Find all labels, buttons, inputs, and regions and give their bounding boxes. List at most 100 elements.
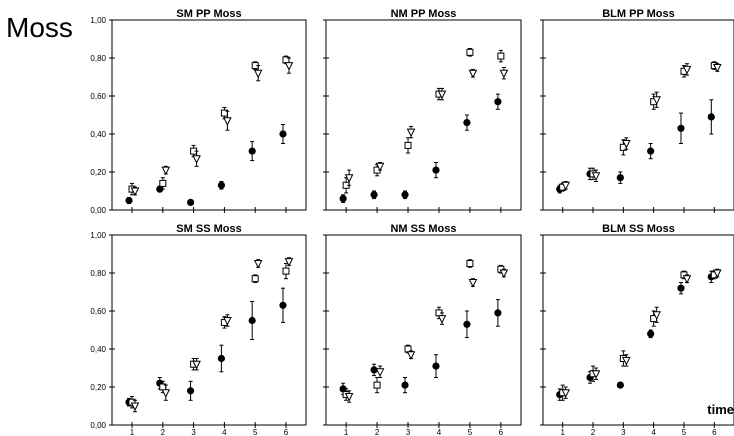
x-tick-label: 3	[621, 428, 626, 436]
panel-3: BLM PP Moss	[540, 8, 734, 213]
data-point-triangle	[712, 269, 722, 279]
data-point-triangle	[622, 140, 631, 149]
data-point-triangle	[682, 275, 692, 284]
data-point-circle	[187, 387, 195, 395]
data-point-triangle	[223, 117, 232, 126]
data-point-triangle	[192, 155, 201, 164]
data-point-triangle	[192, 360, 201, 370]
data-point-circle	[156, 185, 164, 193]
data-point-triangle	[161, 389, 171, 398]
panel-title: BLM PP Moss	[602, 8, 675, 20]
data-point-triangle	[161, 166, 171, 176]
x-tick-label: 5	[468, 428, 473, 436]
y-tick-label: 0,40	[90, 130, 106, 139]
plot-frame	[111, 234, 307, 426]
y-tick-label: 1,00	[90, 16, 106, 25]
panel-5: NM SS Moss 1 2 3 4 5 6	[323, 223, 522, 436]
x-tick-label: 3	[406, 428, 411, 436]
data-point-triangle	[591, 172, 601, 181]
data-point-circle	[616, 174, 624, 182]
panel-6: BLM SS Moss 1 2 3 4 5 6	[540, 223, 734, 436]
data-point-circle	[463, 119, 471, 127]
x-tick-label: 6	[499, 428, 504, 436]
y-tick-label: 0,80	[90, 269, 106, 278]
data-point-circle	[401, 381, 409, 389]
data-point-circle	[187, 198, 195, 206]
data-point-circle	[401, 191, 409, 199]
data-point-triangle	[253, 69, 263, 79]
data-point-triangle	[561, 181, 571, 191]
x-tick-label: 4	[651, 428, 656, 436]
data-point-circle	[217, 181, 225, 189]
plot-frame	[325, 19, 522, 211]
y-tick-label: 0,00	[90, 206, 106, 215]
data-point-square	[497, 52, 505, 60]
data-point-triangle	[652, 311, 661, 320]
data-point-triangle	[468, 69, 478, 79]
data-point-circle	[647, 147, 655, 155]
plot-frame	[542, 19, 734, 211]
data-point-circle	[616, 381, 624, 389]
x-tick-label: 3	[191, 428, 196, 436]
y-tick-label: 0,40	[90, 345, 106, 354]
data-point-triangle	[652, 96, 661, 105]
data-point-square	[282, 267, 290, 275]
y-tick-label: 0,60	[90, 307, 106, 316]
data-point-triangle	[406, 351, 416, 360]
data-point-triangle	[437, 90, 447, 100]
data-point-square	[404, 141, 412, 149]
data-point-triangle	[344, 174, 354, 183]
panel-title: NM SS Moss	[390, 223, 456, 235]
data-point-circle	[339, 385, 347, 393]
x-tick-label: 2	[161, 428, 166, 436]
x-tick-label: 6	[712, 428, 717, 436]
x-tick-label: 1	[130, 428, 135, 436]
x-tick-label: 5	[682, 428, 687, 436]
x-tick-label: 4	[222, 428, 227, 436]
data-point-circle	[125, 196, 133, 205]
data-point-circle	[677, 284, 685, 292]
data-point-triangle	[253, 260, 263, 269]
data-point-triangle	[622, 356, 631, 366]
x-tick-label: 6	[284, 428, 289, 436]
data-point-triangle	[561, 389, 571, 398]
panel-1: SM PP Moss 0,00 0,20 0,40 0,60 0,80 1,00	[90, 8, 307, 215]
data-point-square	[466, 260, 474, 267]
data-point-circle	[370, 191, 378, 199]
data-point-circle	[432, 166, 440, 174]
data-point-triangle	[223, 317, 232, 326]
data-point-circle	[339, 195, 347, 203]
y-tick-label: 0,20	[90, 168, 106, 177]
data-point-circle	[677, 124, 685, 132]
data-point-square	[466, 48, 474, 56]
panel-title: SM PP Moss	[176, 8, 241, 20]
panel-title: SM SS Moss	[176, 223, 241, 235]
plot-frame	[542, 234, 734, 426]
time-label: time	[707, 402, 734, 417]
data-point-circle	[279, 130, 287, 138]
data-point-circle	[432, 362, 440, 370]
data-point-triangle	[130, 187, 140, 197]
y-tick-label: 0,20	[90, 383, 106, 392]
x-tick-label: 2	[591, 428, 596, 436]
data-point-triangle	[375, 162, 385, 172]
data-point-circle	[647, 330, 655, 338]
data-point-square	[373, 381, 381, 389]
data-point-circle	[370, 366, 378, 374]
data-point-triangle	[130, 402, 140, 412]
data-point-triangle	[284, 258, 294, 267]
x-tick-label: 1	[560, 428, 565, 436]
data-point-triangle	[591, 370, 601, 379]
data-point-triangle	[437, 315, 447, 324]
y-tick-label: 0,80	[90, 54, 106, 63]
data-point-triangle	[499, 69, 509, 79]
data-point-square	[251, 275, 259, 283]
data-point-circle	[494, 309, 502, 317]
data-point-triangle	[712, 64, 722, 73]
data-point-triangle	[406, 128, 416, 138]
y-tick-label: 0,60	[90, 92, 106, 101]
data-point-circle	[279, 301, 287, 309]
panel-title: NM PP Moss	[391, 8, 457, 20]
data-point-triangle	[682, 65, 692, 75]
